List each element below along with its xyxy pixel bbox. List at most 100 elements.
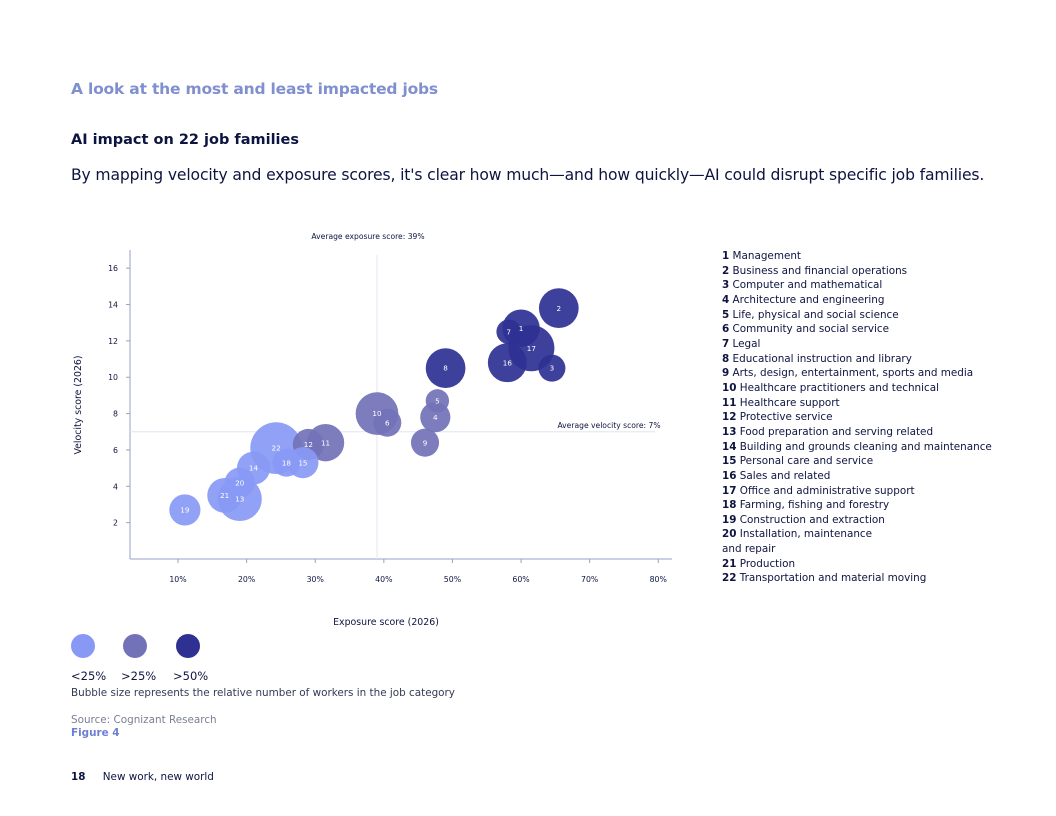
page-footer: 18 New work, new world <box>71 771 214 783</box>
legend-item-number: 21 <box>722 557 737 570</box>
bubble-16 <box>487 343 527 383</box>
x-axis-title: Exposure score (2026) <box>333 617 439 628</box>
legend-label-mid: >25% <box>121 669 157 683</box>
legend-item-number: 4 <box>722 293 730 306</box>
bubble-8 <box>425 348 466 389</box>
legend-item-number: 15 <box>722 455 737 468</box>
legend-item-label: Farming, fishing and forestry <box>739 499 890 512</box>
legend-item-label: Sales and related <box>739 469 831 482</box>
y-tick-label: 16 <box>108 264 118 273</box>
section-title: A look at the most and least impacted jo… <box>71 80 438 98</box>
x-tick-label: 20% <box>238 575 255 584</box>
legend-item-number: 22 <box>722 572 737 585</box>
legend-item-number: 10 <box>722 381 737 394</box>
legend-swatch-low <box>71 634 95 658</box>
legend-item: 5 Life, physical and social science <box>722 308 982 323</box>
legend-item-number: 9 <box>722 367 730 380</box>
intro-text: By mapping velocity and exposure scores,… <box>71 166 985 184</box>
bubble-label-8: 8 <box>443 364 448 373</box>
legend-item-number: 14 <box>722 440 737 453</box>
legend-swatch-high <box>176 634 200 658</box>
bubble-label-21: 21 <box>220 491 229 500</box>
legend-item-label: Legal <box>732 337 761 350</box>
y-tick-label: 2 <box>113 519 118 528</box>
bubble-label-4: 4 <box>433 413 438 422</box>
bubble-label-22: 22 <box>272 444 281 453</box>
legend-item-number: 13 <box>722 425 737 438</box>
legend-item-number: 6 <box>722 323 730 336</box>
legend-item: 22 Transportation and material moving <box>722 571 982 586</box>
legend-item-number: 2 <box>722 264 730 277</box>
y-tick-label: 6 <box>113 446 118 455</box>
legend-item-label: Business and financial operations <box>732 264 908 277</box>
x-tick-label: 80% <box>650 575 667 584</box>
legend-item-label: Installation, maintenance and repair <box>722 528 873 556</box>
legend-item: 20 Installation, maintenance and repair <box>722 527 872 556</box>
legend-item-label: Office and administrative support <box>739 484 915 497</box>
legend-item-number: 11 <box>722 396 737 409</box>
legend-item-label: Life, physical and social science <box>732 308 899 321</box>
legend-item: 8 Educational instruction and library <box>722 352 982 367</box>
legend-item-label: Food preparation and serving related <box>739 425 934 438</box>
legend-item-number: 12 <box>722 411 737 424</box>
bubble-7 <box>496 319 522 345</box>
legend-item-label: Transportation and material moving <box>739 572 927 585</box>
bubble-label-20: 20 <box>235 478 245 487</box>
x-tick-label: 50% <box>444 575 461 584</box>
legend-item: 9 Arts, design, entertainment, sports an… <box>722 366 982 381</box>
x-tick-label: 60% <box>512 575 529 584</box>
legend-item: 3 Computer and mathematical <box>722 278 982 293</box>
legend-item: 6 Community and social service <box>722 322 982 337</box>
legend-item-number: 8 <box>722 352 730 365</box>
x-tick-label: 10% <box>169 575 186 584</box>
bubble-6 <box>373 408 402 437</box>
bubble-label-1: 1 <box>519 324 524 333</box>
legend-item: 2 Business and financial operations <box>722 264 982 279</box>
legend-item-label: Community and social service <box>732 323 889 336</box>
legend-item: 17 Office and administrative support <box>722 484 982 499</box>
bubble-label-12: 12 <box>304 440 313 449</box>
legend-item-label: Protective service <box>739 411 833 424</box>
bubble-label-15: 15 <box>298 458 307 467</box>
y-tick-label: 4 <box>113 482 118 491</box>
legend-item: 10 Healthcare practitioners and technica… <box>722 381 982 396</box>
bubble-label-18: 18 <box>282 458 292 467</box>
legend-item: 14 Building and grounds cleaning and mai… <box>722 440 992 455</box>
bubble-label-7: 7 <box>506 327 511 336</box>
bubble-chart: Average exposure score: 39% Average veloc… <box>73 232 672 628</box>
legend-item-label: Construction and extraction <box>739 513 885 526</box>
bubble-label-2: 2 <box>557 304 562 313</box>
legend-item-label: Healthcare support <box>739 396 840 409</box>
legend-item-number: 19 <box>722 513 737 526</box>
legend-item-label: Management <box>732 250 801 262</box>
page-number: 18 <box>71 771 86 783</box>
x-tick-label: 70% <box>581 575 598 584</box>
job-family-legend: 1 Management 2 Business and financial ope… <box>722 249 992 586</box>
bubble-5 <box>425 389 450 413</box>
legend-item-label: Healthcare practitioners and technical <box>739 381 939 394</box>
bubble-9 <box>410 428 440 457</box>
legend-item: 11 Healthcare support <box>722 396 982 411</box>
legend-item: 21 Production <box>722 557 982 572</box>
legend-item: 4 Architecture and engineering <box>722 293 982 308</box>
legend-item-label: Arts, design, entertainment, sports and … <box>732 367 974 380</box>
source-note: Source: Cognizant Research <box>71 714 217 726</box>
x-tick-label: 40% <box>375 575 392 584</box>
chart-heading: AI impact on 22 job families <box>71 132 299 148</box>
legend-item: 15 Personal care and service <box>722 454 982 469</box>
legend-label-low: <25% <box>71 669 107 683</box>
legend-item-number: 18 <box>722 499 737 512</box>
figure-label: Figure 4 <box>71 727 120 739</box>
bubble-label-5: 5 <box>435 396 440 405</box>
legend-item-label: Educational instruction and library <box>732 352 912 365</box>
bubble-label-9: 9 <box>423 438 428 447</box>
bubble-19 <box>169 494 201 526</box>
y-tick-label: 12 <box>108 337 118 346</box>
y-tick-label: 14 <box>108 301 118 310</box>
y-tick-label: 10 <box>108 373 118 382</box>
y-tick-label: 8 <box>113 410 118 419</box>
bubble-20 <box>224 467 255 498</box>
document-title: New work, new world <box>102 771 214 783</box>
legend-item: 18 Farming, fishing and forestry <box>722 498 982 513</box>
bubble-size-note: Bubble size represents the relative numb… <box>71 687 455 699</box>
